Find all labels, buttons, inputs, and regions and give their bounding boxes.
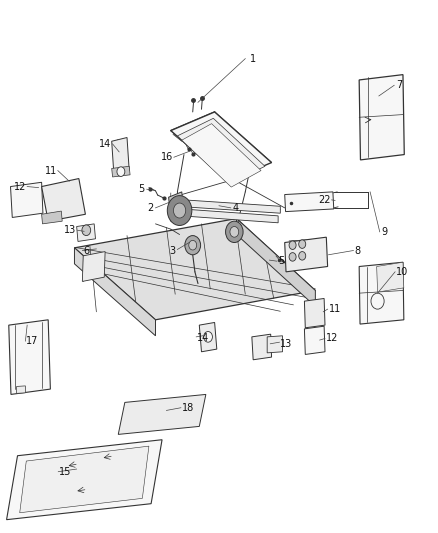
Polygon shape bbox=[304, 326, 325, 354]
Polygon shape bbox=[359, 262, 404, 324]
Polygon shape bbox=[7, 440, 162, 520]
Text: 6: 6 bbox=[83, 246, 89, 255]
Text: 7: 7 bbox=[396, 80, 403, 90]
Circle shape bbox=[299, 240, 306, 248]
Text: 17: 17 bbox=[26, 336, 39, 346]
Polygon shape bbox=[304, 298, 325, 328]
Text: 11: 11 bbox=[45, 166, 57, 175]
Circle shape bbox=[185, 236, 201, 255]
Polygon shape bbox=[42, 179, 85, 221]
Polygon shape bbox=[82, 252, 105, 281]
Polygon shape bbox=[182, 124, 261, 187]
Polygon shape bbox=[74, 248, 155, 336]
Polygon shape bbox=[169, 192, 184, 221]
Polygon shape bbox=[17, 386, 25, 393]
Polygon shape bbox=[182, 209, 278, 223]
Text: 14: 14 bbox=[99, 139, 112, 149]
Text: 5: 5 bbox=[138, 184, 145, 194]
Circle shape bbox=[189, 240, 197, 250]
Circle shape bbox=[82, 225, 91, 236]
Circle shape bbox=[117, 167, 125, 176]
Text: 22: 22 bbox=[318, 195, 331, 205]
Text: 8: 8 bbox=[355, 246, 361, 255]
Circle shape bbox=[299, 252, 306, 260]
Polygon shape bbox=[42, 211, 62, 224]
Polygon shape bbox=[112, 166, 130, 177]
Polygon shape bbox=[77, 224, 95, 241]
Text: 15: 15 bbox=[59, 467, 71, 477]
Polygon shape bbox=[359, 75, 404, 160]
Text: 5: 5 bbox=[278, 256, 284, 266]
Polygon shape bbox=[377, 262, 404, 292]
Text: 1: 1 bbox=[250, 54, 256, 63]
Polygon shape bbox=[118, 394, 206, 434]
Polygon shape bbox=[9, 320, 50, 394]
Text: 11: 11 bbox=[328, 304, 341, 314]
Text: 4: 4 bbox=[232, 203, 238, 213]
Text: 13: 13 bbox=[64, 225, 77, 235]
Text: 3: 3 bbox=[169, 246, 175, 255]
Polygon shape bbox=[237, 219, 315, 306]
Polygon shape bbox=[20, 446, 149, 513]
Polygon shape bbox=[252, 334, 272, 360]
Polygon shape bbox=[74, 219, 315, 320]
Polygon shape bbox=[199, 322, 217, 352]
Polygon shape bbox=[112, 138, 129, 174]
Circle shape bbox=[289, 253, 296, 261]
Text: 16: 16 bbox=[161, 152, 173, 162]
Text: 10: 10 bbox=[396, 267, 409, 277]
Circle shape bbox=[289, 241, 296, 249]
Text: 2: 2 bbox=[147, 203, 153, 213]
Circle shape bbox=[226, 221, 243, 243]
Text: 9: 9 bbox=[381, 227, 387, 237]
Text: 12: 12 bbox=[14, 182, 26, 191]
Text: 13: 13 bbox=[280, 339, 293, 349]
Polygon shape bbox=[184, 200, 280, 213]
Polygon shape bbox=[171, 112, 272, 181]
Text: 18: 18 bbox=[182, 403, 194, 413]
Circle shape bbox=[173, 203, 186, 218]
Circle shape bbox=[204, 332, 212, 342]
Polygon shape bbox=[11, 182, 43, 217]
Polygon shape bbox=[267, 336, 283, 353]
Circle shape bbox=[230, 227, 239, 237]
Circle shape bbox=[167, 196, 192, 225]
Text: 14: 14 bbox=[197, 334, 209, 343]
Polygon shape bbox=[285, 237, 328, 272]
Text: 12: 12 bbox=[326, 334, 339, 343]
Polygon shape bbox=[285, 192, 334, 212]
Polygon shape bbox=[177, 118, 265, 184]
